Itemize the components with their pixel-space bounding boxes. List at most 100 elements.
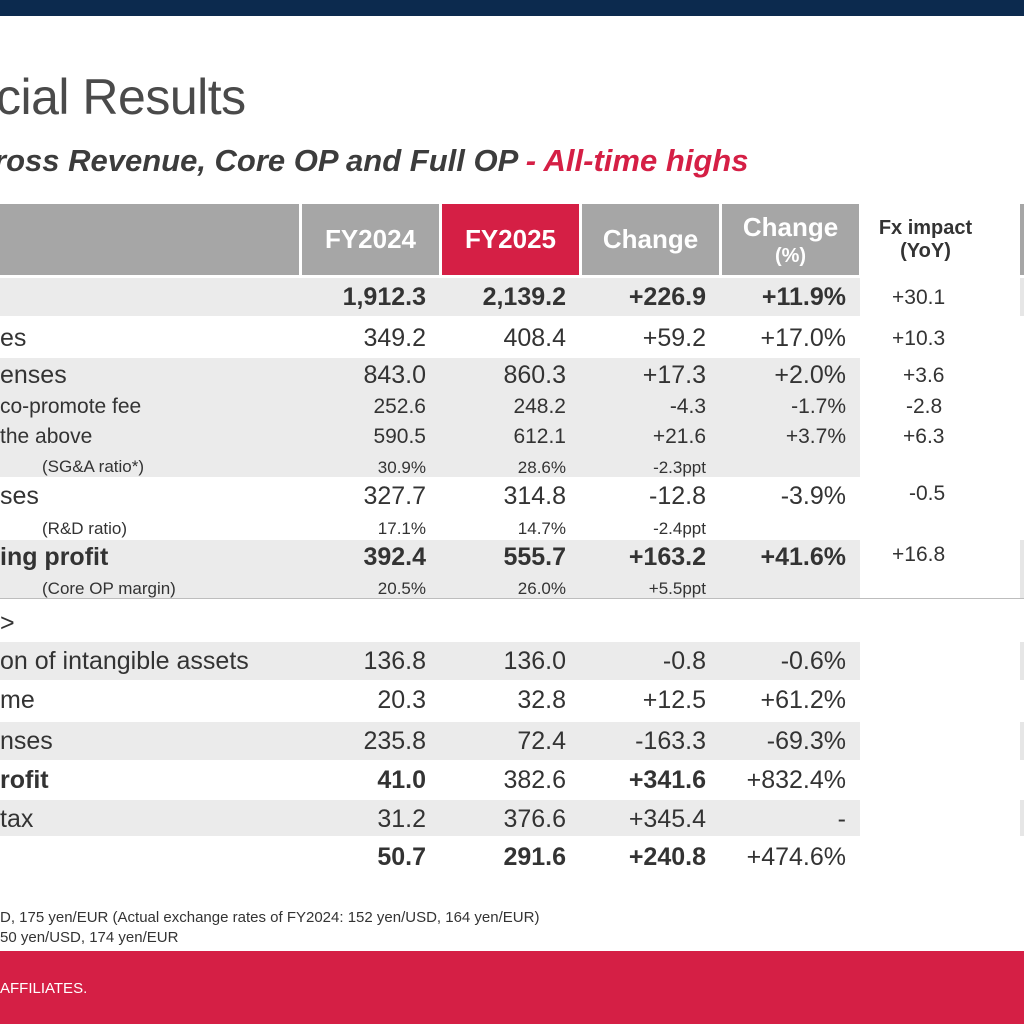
col-header-fy2024: FY2024 bbox=[302, 204, 439, 275]
cell-change: +163.2 bbox=[628, 543, 706, 571]
row-sublabel: (SG&A ratio*) bbox=[42, 457, 145, 476]
row-band bbox=[0, 358, 860, 477]
right-edge-band bbox=[1020, 278, 1024, 316]
cell-change-pct: -0.6% bbox=[780, 647, 846, 675]
cell-fy2024: 50.7 bbox=[377, 843, 426, 871]
cell-fy2024: 590.5 bbox=[373, 425, 426, 448]
cell-change-pct: -69.3% bbox=[766, 727, 846, 755]
right-edge-header bbox=[1020, 204, 1024, 275]
header-label-cell bbox=[0, 204, 299, 275]
cell-fy2024: 136.8 bbox=[363, 647, 426, 675]
row-sublabel: (R&D ratio) bbox=[42, 519, 128, 538]
cell-fy2024: 20.3 bbox=[377, 686, 426, 714]
cell-fy2025: 376.6 bbox=[503, 805, 566, 833]
cell-fy2025: 555.7 bbox=[503, 543, 566, 571]
cell-fy2024: 1,912.3 bbox=[342, 283, 426, 311]
col-header-change: Change bbox=[582, 204, 719, 275]
cell-change: -163.3 bbox=[635, 727, 706, 755]
row-label: rofit bbox=[0, 766, 49, 794]
footer-bar bbox=[0, 951, 1024, 1024]
right-edge-band bbox=[1020, 540, 1024, 598]
cell-change: +240.8 bbox=[628, 843, 706, 871]
cell-fy2024: 20.5% bbox=[377, 579, 426, 598]
cell-change: +59.2 bbox=[642, 324, 706, 352]
cell-change-pct: -3.9% bbox=[780, 482, 846, 510]
right-edge-band bbox=[1020, 642, 1024, 680]
cell-fy2025: 860.3 bbox=[503, 361, 566, 389]
cell-fy2024: 17.1% bbox=[377, 519, 426, 538]
section-divider bbox=[0, 598, 1024, 599]
col-header-change-pct: Change (%) bbox=[722, 204, 859, 275]
row-label: tax bbox=[0, 805, 34, 833]
cell-change-pct: +61.2% bbox=[760, 686, 847, 714]
row-band bbox=[0, 540, 860, 598]
cell-fy2024: 235.8 bbox=[363, 727, 426, 755]
cell-fx: +30.1 bbox=[892, 286, 946, 309]
row-sublabel: (Core OP margin) bbox=[42, 579, 176, 598]
cell-change: -2.4ppt bbox=[653, 519, 706, 538]
cell-fx: +6.3 bbox=[903, 425, 945, 448]
cell-change: +17.3 bbox=[642, 361, 706, 389]
cell-fy2024: 843.0 bbox=[363, 361, 426, 389]
col-header-change-label: Change bbox=[602, 224, 699, 254]
row-label: nses bbox=[0, 727, 53, 755]
col-header-fy2024-label: FY2024 bbox=[324, 224, 417, 254]
cell-fx: -2.8 bbox=[906, 395, 943, 418]
cell-fy2025: 248.2 bbox=[513, 395, 566, 418]
cell-fy2024: 349.2 bbox=[363, 324, 426, 352]
row-label: es bbox=[0, 324, 27, 352]
cell-fy2025: 291.6 bbox=[503, 843, 566, 871]
row-label: the above bbox=[0, 425, 93, 448]
col-header-change-pct-line2: (%) bbox=[774, 244, 807, 267]
footer-copyright: AFFILIATES. bbox=[0, 980, 88, 997]
cell-fy2025: 314.8 bbox=[503, 482, 566, 510]
cell-change: +226.9 bbox=[628, 283, 706, 311]
cell-fy2025: 32.8 bbox=[517, 686, 566, 714]
row-label: enses bbox=[0, 361, 67, 389]
cell-change: +12.5 bbox=[642, 686, 706, 714]
cell-change: +345.4 bbox=[628, 805, 706, 833]
cell-fy2024: 30.9% bbox=[377, 458, 426, 477]
cell-fy2024: 41.0 bbox=[377, 766, 426, 794]
cell-fx: +3.6 bbox=[903, 364, 945, 387]
cell-fy2025: 72.4 bbox=[517, 727, 566, 755]
cell-fy2025: 136.0 bbox=[503, 647, 566, 675]
cell-change: -12.8 bbox=[649, 482, 706, 510]
cell-change: +5.5ppt bbox=[648, 579, 706, 598]
cell-change-pct: +2.0% bbox=[774, 361, 846, 389]
cell-change: -2.3ppt bbox=[653, 458, 706, 477]
row-band bbox=[0, 722, 860, 760]
cell-change-pct: - bbox=[837, 805, 846, 833]
row-label: on of intangible assets bbox=[0, 647, 249, 675]
row-band bbox=[0, 800, 860, 836]
cell-change: -4.3 bbox=[669, 395, 706, 418]
cell-fy2024: 327.7 bbox=[363, 482, 426, 510]
fx-header-line1: Fx impact bbox=[878, 217, 973, 239]
page-subtitle: ross Revenue, Core OP and Full OP - All-… bbox=[0, 143, 748, 179]
col-header-fx-impact: Fx impact (YoY) bbox=[868, 217, 983, 263]
col-header-fy2025-label: FY2025 bbox=[464, 224, 557, 254]
cell-fy2025: 28.6% bbox=[517, 458, 566, 477]
cell-fy2025: 26.0% bbox=[517, 579, 566, 598]
cell-change: +341.6 bbox=[628, 766, 706, 794]
cell-fy2025: 408.4 bbox=[503, 324, 566, 352]
right-edge-band bbox=[1020, 800, 1024, 836]
cell-change-pct: -1.7% bbox=[791, 395, 846, 418]
cell-fy2025: 2,139.2 bbox=[482, 283, 566, 311]
cell-change-pct: +474.6% bbox=[746, 843, 846, 871]
subtitle-main: ross Revenue, Core OP and Full OP bbox=[0, 143, 518, 178]
col-header-fy2025: FY2025 bbox=[442, 204, 579, 275]
right-edge-band bbox=[1020, 722, 1024, 760]
row-label: me bbox=[0, 686, 35, 714]
cell-fy2025: 382.6 bbox=[503, 766, 566, 794]
cell-fx: +10.3 bbox=[892, 327, 946, 350]
col-header-change-pct-line1: Change bbox=[742, 211, 839, 242]
cell-change-pct: +832.4% bbox=[746, 766, 846, 794]
cell-change-pct: +3.7% bbox=[785, 425, 846, 448]
cell-fy2025: 14.7% bbox=[517, 519, 566, 538]
page-title: cial Results bbox=[0, 69, 246, 125]
subtitle-highlight: - All-time highs bbox=[517, 143, 749, 178]
row-label: ses bbox=[0, 482, 39, 510]
top-bar bbox=[0, 0, 1024, 16]
cell-change: -0.8 bbox=[662, 647, 706, 675]
